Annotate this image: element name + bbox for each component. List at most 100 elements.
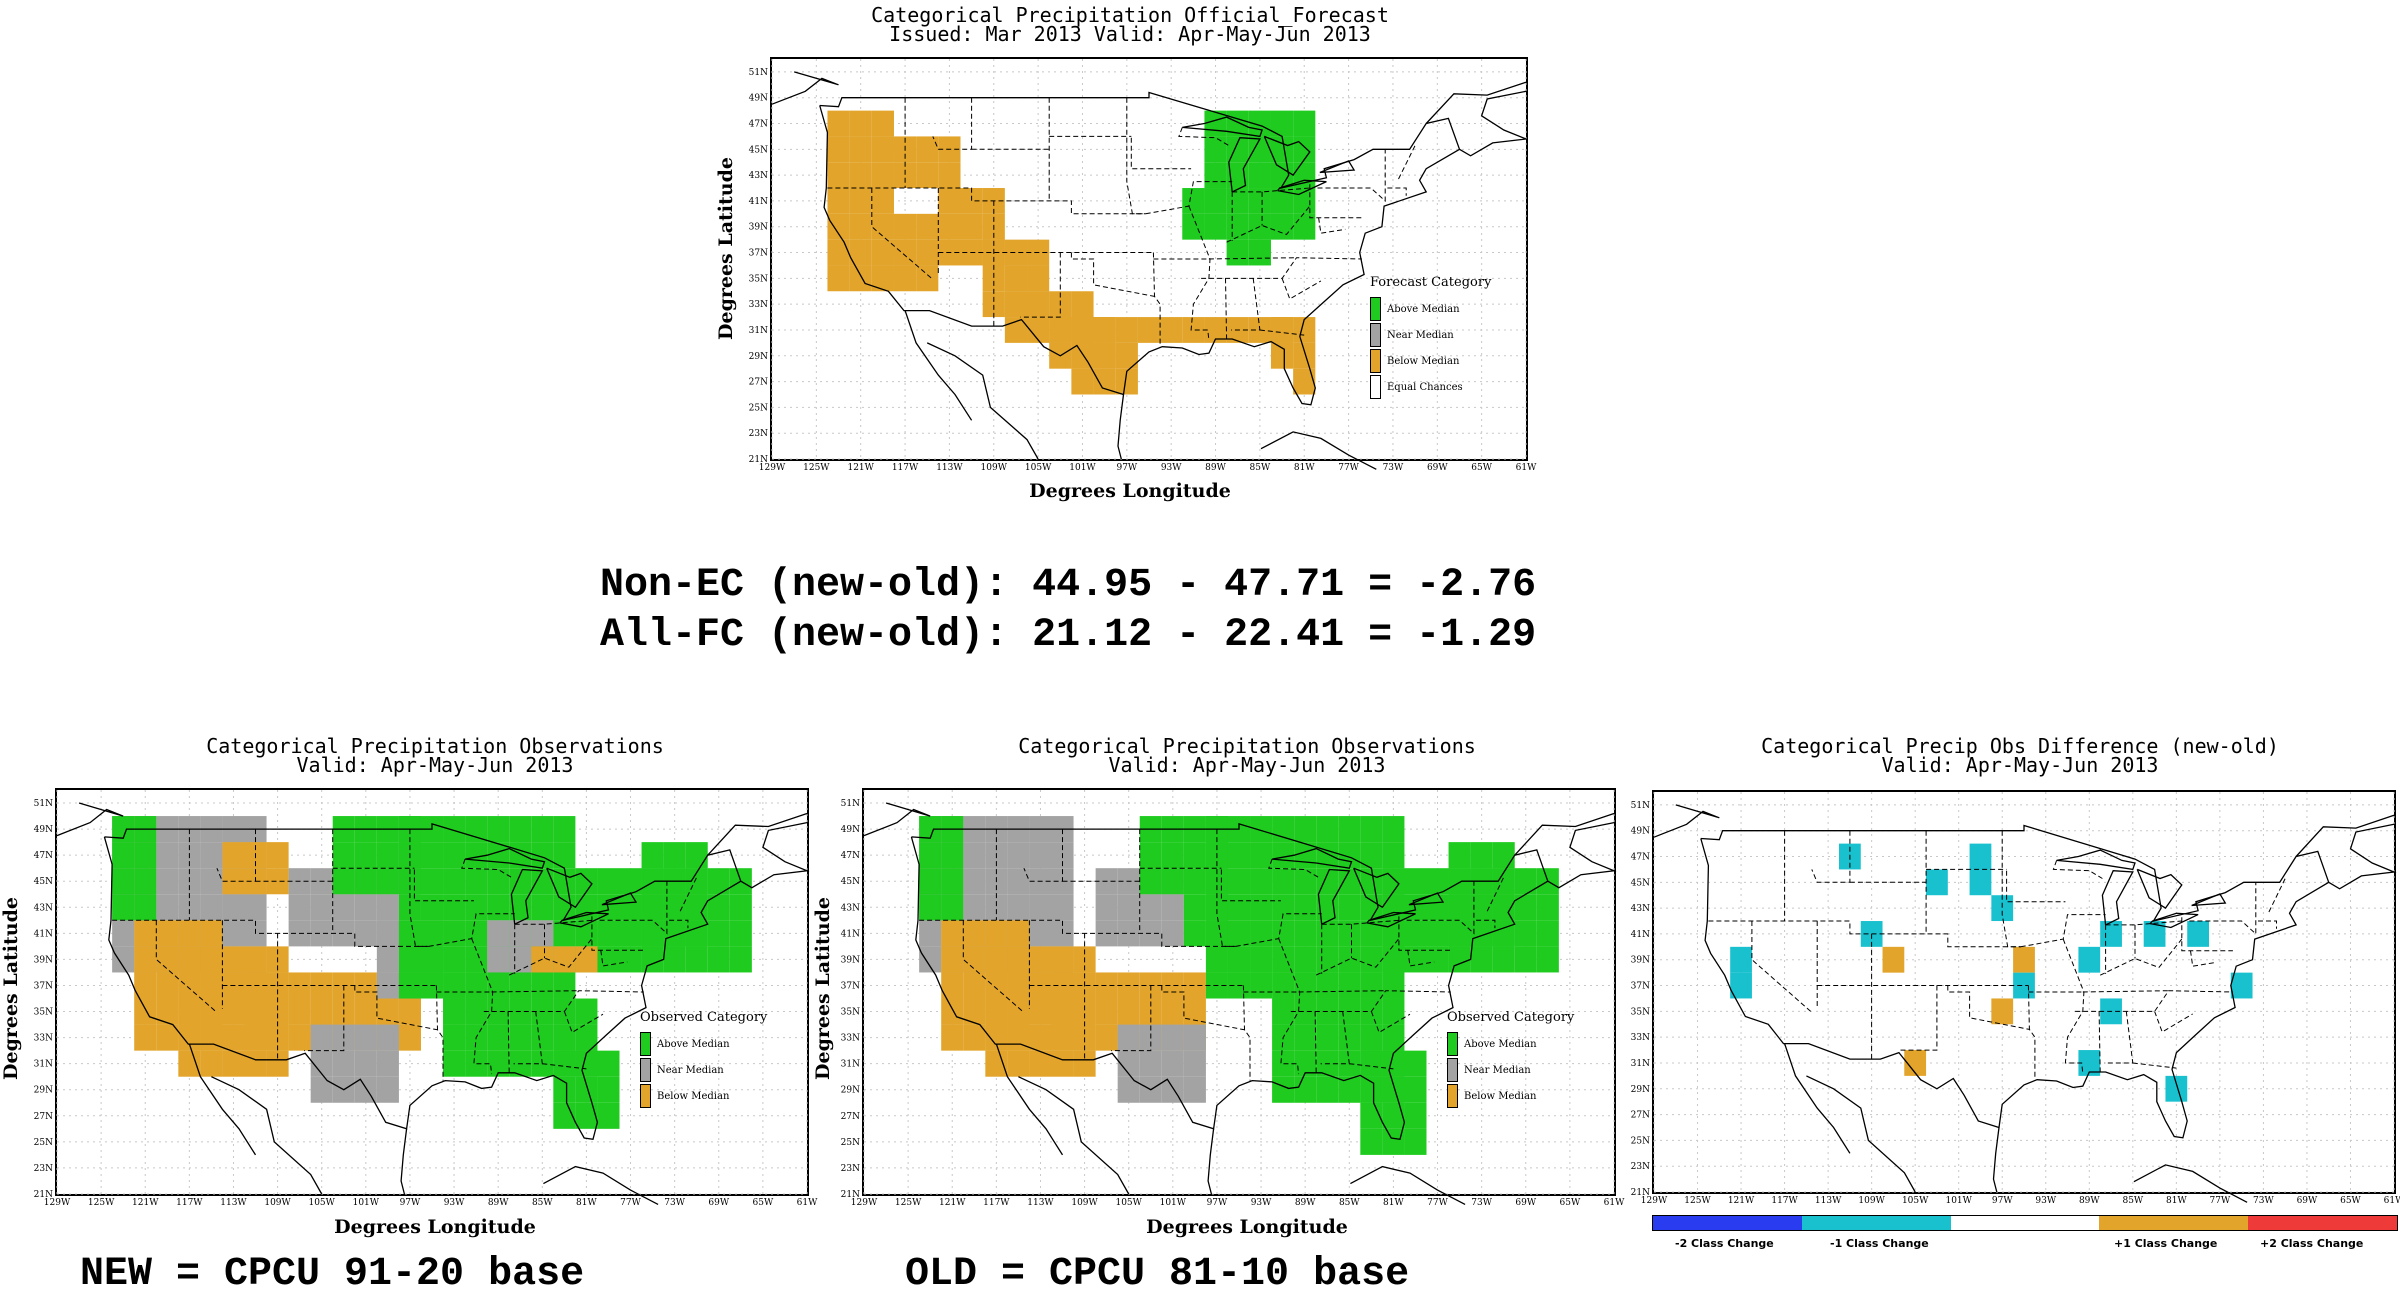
cell-above xyxy=(597,868,620,895)
state-line xyxy=(1232,187,1310,193)
cell-above xyxy=(531,868,554,895)
state-line xyxy=(1811,830,1851,883)
cell-below xyxy=(1183,998,1206,1025)
lon-tick-label: 85W xyxy=(1250,463,1271,473)
lake-outline xyxy=(559,911,609,928)
cell-near xyxy=(1029,920,1052,947)
lon-tick-label: 105W xyxy=(1115,1198,1142,1208)
coastline xyxy=(56,802,124,837)
cell-below xyxy=(1027,291,1050,318)
state-line xyxy=(508,938,593,976)
cell-below xyxy=(849,213,872,240)
lon-tick-label: 117W xyxy=(1771,1196,1798,1206)
lon-tick-label: 105W xyxy=(308,1198,335,1208)
cell-above xyxy=(1426,868,1449,895)
cell-above xyxy=(575,998,598,1025)
coastline xyxy=(863,802,931,837)
forecast-y-axis-label: Degrees Latitude xyxy=(715,157,737,340)
cell-below xyxy=(827,213,850,240)
lon-tick-label: 61W xyxy=(2384,1196,2400,1206)
state-line xyxy=(2006,870,2066,903)
cell-near xyxy=(310,1076,333,1103)
cell-above xyxy=(641,868,664,895)
obs-new-legend: Observed Category Above Median Near Medi… xyxy=(640,1010,767,1109)
lake-outline xyxy=(1271,847,1353,869)
lon-tick-label: 65W xyxy=(753,1198,774,1208)
cell-above xyxy=(1338,868,1361,895)
cell-above xyxy=(1360,894,1383,921)
cell-below xyxy=(985,1024,1008,1051)
state-line xyxy=(2105,920,2182,926)
lat-tick-label: 43N xyxy=(841,903,860,913)
colorbar-minus2 xyxy=(1653,1216,1802,1230)
cell-above xyxy=(398,946,421,973)
cell-above xyxy=(1492,920,1515,947)
state-line xyxy=(1321,919,1399,925)
lake-outline xyxy=(1408,892,1445,906)
cell-above xyxy=(1250,894,1273,921)
lat-tick-label: 33N xyxy=(34,1034,53,1044)
obs-old-panel: Categorical Precipitation Observations V… xyxy=(812,725,1625,1245)
cell-above xyxy=(134,894,157,921)
cell-above xyxy=(1382,1102,1405,1129)
lake-outline xyxy=(1263,135,1311,176)
cell-below xyxy=(134,998,157,1025)
cell-below xyxy=(1027,317,1050,343)
cell-near xyxy=(1117,1024,1140,1051)
lat-tick-label: 29N xyxy=(1631,1085,1650,1095)
cell-above xyxy=(1382,816,1405,843)
swatch-near xyxy=(640,1058,651,1082)
us-outline xyxy=(910,823,1549,1141)
cell-above xyxy=(641,920,664,947)
legend-row-equal: Equal Chances xyxy=(1370,374,1491,400)
lon-tick-label: 97W xyxy=(1116,463,1137,473)
lake-outline xyxy=(1182,116,1263,138)
cell-above xyxy=(1338,920,1361,947)
legend-label: Below Median xyxy=(1464,1090,1537,1102)
cell-above xyxy=(663,894,686,921)
cell-below xyxy=(985,920,1008,947)
obs-old-legend-title: Observed Category xyxy=(1447,1010,1575,1025)
coastline xyxy=(1783,1043,1851,1154)
lon-tick-label: 97W xyxy=(400,1198,421,1208)
cell-above xyxy=(1248,110,1271,137)
cell-above xyxy=(531,816,554,843)
lon-tick-label: 121W xyxy=(132,1198,159,1208)
cell-above xyxy=(1382,1024,1405,1051)
cell-below xyxy=(1004,291,1028,318)
cell-below xyxy=(1051,1050,1074,1077)
cell-above xyxy=(1272,1050,1295,1077)
cell-above xyxy=(376,868,399,895)
forecast-panel: Categorical Precipitation Official_Forec… xyxy=(700,0,1560,510)
lat-tick-label: 35N xyxy=(841,1008,860,1018)
coastline xyxy=(188,1043,257,1156)
cell-near xyxy=(376,946,399,973)
cell-above xyxy=(1426,920,1449,947)
forecast-title-line1: Categorical Precipitation Official_Forec… xyxy=(871,3,1389,27)
colorbar-label-plus2: +2 Class Change xyxy=(2260,1237,2364,1250)
lat-tick-label: 47N xyxy=(841,851,860,861)
lat-tick-label: 25N xyxy=(841,1138,860,1148)
cell-above xyxy=(1294,1050,1317,1077)
cell-below xyxy=(156,1024,179,1051)
cell-above xyxy=(1227,946,1251,973)
lon-tick-label: 77W xyxy=(620,1198,641,1208)
diff-title-line2: Valid: Apr-May-Jun 2013 xyxy=(1881,753,2159,777)
cell-below xyxy=(893,239,917,266)
cell-below xyxy=(1270,317,1294,343)
lon-tick-label: 121W xyxy=(939,1198,966,1208)
cell-below xyxy=(1051,998,1074,1025)
cell-above xyxy=(1360,842,1383,869)
cell-above xyxy=(443,1050,466,1077)
cell-above xyxy=(597,920,620,947)
state-line xyxy=(2268,878,2286,913)
cell-below xyxy=(134,920,157,947)
state-line xyxy=(1947,985,2030,1030)
cell-above xyxy=(553,816,576,843)
cell-above xyxy=(1250,816,1273,843)
cell-above xyxy=(1227,894,1251,921)
legend-row-near: Near Median xyxy=(1370,322,1491,348)
cell-above xyxy=(1139,842,1162,869)
cell-below xyxy=(849,265,872,292)
cell-above xyxy=(1514,894,1537,921)
